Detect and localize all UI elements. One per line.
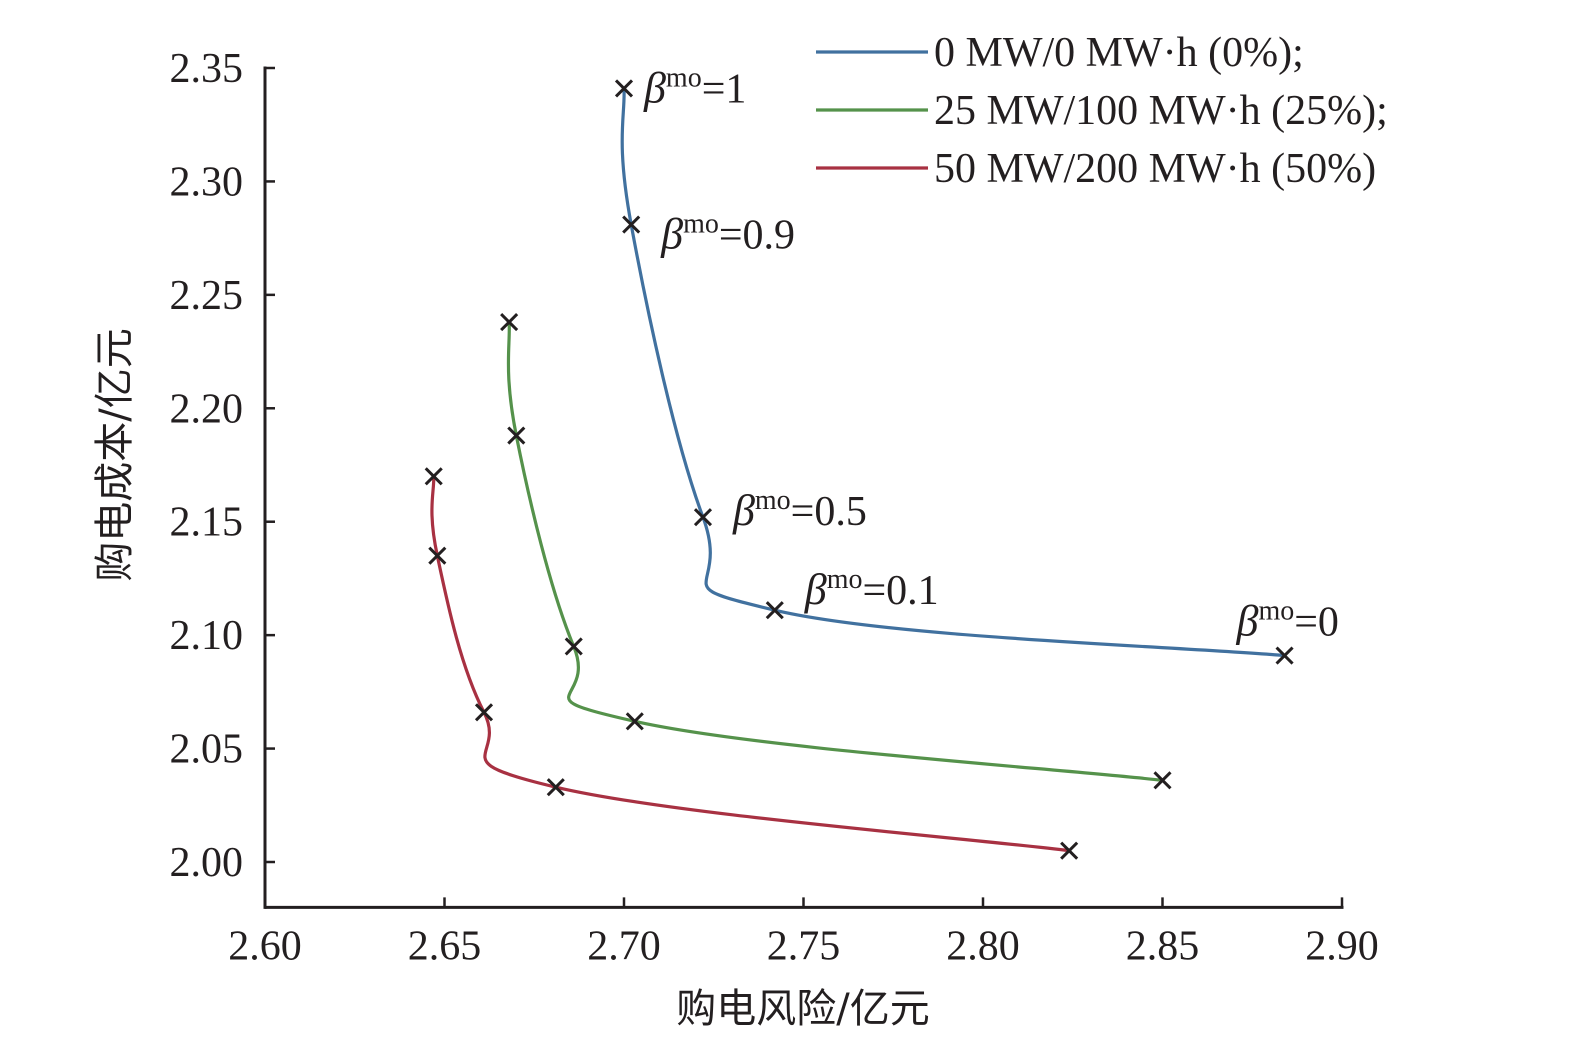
y-tick-label: 2.15	[170, 500, 244, 546]
data-point-marker	[625, 712, 644, 731]
x-tick-label: 2.70	[587, 923, 661, 969]
legend: 0 MW/0 MW·h (0%); 25 MW/100 MW·h (25%); 50…	[816, 30, 1388, 192]
data-point-marker	[474, 703, 494, 722]
data-point-marker	[424, 467, 443, 486]
y-tick-label: 2.20	[170, 386, 244, 432]
beta-annotation: βmo=1	[643, 62, 746, 112]
data-point-marker	[1060, 841, 1079, 860]
data-point-marker	[1275, 646, 1294, 665]
x-tick-label: 2.60	[228, 923, 302, 969]
data-point-marker	[614, 79, 634, 98]
x-tick-label: 2.65	[408, 923, 482, 969]
data-point-marker	[500, 313, 519, 332]
data-point-marker	[428, 546, 447, 565]
legend-label: 50 MW/200 MW·h (50%)	[934, 146, 1376, 192]
annotations: βmo=1 βmo=0.9 βmo=0.5 βmo=0.1 βmo=0	[643, 62, 1339, 645]
y-ticks: 2.00 2.05 2.10 2.15 2.20 2.25 2.30 2.35	[170, 46, 275, 886]
y-tick-label: 2.00	[170, 840, 244, 886]
x-tick-label: 2.80	[946, 923, 1020, 969]
data-point-marker	[765, 601, 784, 620]
x-tick-label: 2.85	[1126, 923, 1200, 969]
y-tick-label: 2.10	[170, 613, 244, 659]
y-axis-title: 购电成本/亿元	[92, 328, 138, 581]
data-point-marker	[1153, 771, 1172, 790]
beta-annotation: βmo=0.5	[732, 485, 867, 535]
series-curves	[430, 88, 1285, 853]
axes: 2.60 2.65 2.70 2.75 2.80 2.85 2.90 2.00 2.05 2.1…	[170, 46, 1379, 969]
data-point-marker	[546, 778, 565, 797]
data-point-marker	[622, 215, 641, 234]
data-point-marker	[564, 637, 583, 656]
y-tick-label: 2.25	[170, 273, 244, 319]
y-tick-label: 2.35	[170, 46, 244, 92]
legend-item: 50 MW/200 MW·h (50%)	[816, 146, 1376, 192]
x-tick-label: 2.75	[767, 923, 841, 969]
series-markers	[424, 79, 1294, 860]
series-line-1	[506, 321, 1163, 782]
legend-item: 0 MW/0 MW·h (0%);	[816, 30, 1304, 76]
beta-annotation: βmo=0	[1236, 596, 1339, 646]
beta-annotation: βmo=0.9	[660, 209, 795, 259]
y-tick-label: 2.30	[170, 159, 244, 205]
y-tick-label: 2.05	[170, 727, 244, 773]
legend-label: 0 MW/0 MW·h (0%);	[934, 30, 1304, 76]
legend-label: 25 MW/100 MW·h (25%);	[934, 88, 1388, 134]
data-point-marker	[507, 426, 526, 445]
x-ticks: 2.60 2.65 2.70 2.75 2.80 2.85 2.90	[228, 897, 1379, 969]
x-tick-label: 2.90	[1305, 923, 1379, 969]
x-axis-title: 购电风险/亿元	[676, 986, 929, 1032]
data-point-marker	[693, 508, 713, 527]
beta-annotation: βmo=0.1	[804, 564, 939, 614]
legend-item: 25 MW/100 MW·h (25%);	[816, 88, 1388, 134]
